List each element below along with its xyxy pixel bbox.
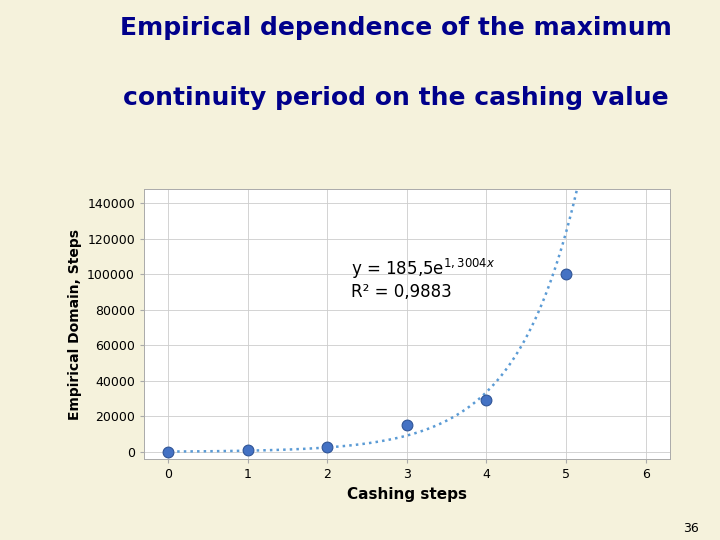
Point (560, 270, 572, 279)
Point (162, 448, 174, 456)
Text: continuity period on the cashing value: continuity period on the cashing value (123, 86, 669, 110)
Text: y = 185,5e$^{1,3004x}$
R² = 0,9883: y = 185,5e$^{1,3004x}$ R² = 0,9883 (351, 256, 495, 301)
Point (321, 443, 333, 452)
Y-axis label: Empirical Domain, Steps: Empirical Domain, Steps (68, 228, 81, 420)
Point (401, 421, 413, 430)
Point (242, 446, 253, 454)
Point (481, 396, 492, 404)
Text: 36: 36 (683, 522, 698, 535)
Text: Empirical dependence of the maximum: Empirical dependence of the maximum (120, 16, 672, 40)
X-axis label: Cashing steps: Cashing steps (347, 487, 467, 502)
